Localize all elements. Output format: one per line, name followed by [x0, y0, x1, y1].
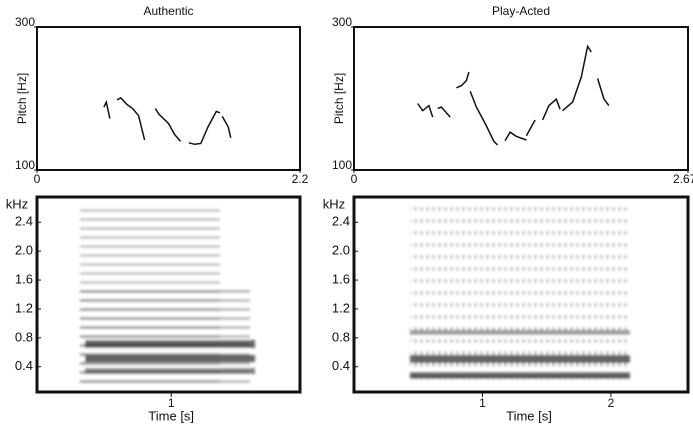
y-axis-label: kHz: [6, 196, 28, 211]
pitch-contour: [417, 44, 610, 146]
x-tick-label: 2.674: [673, 172, 693, 186]
y-tick-label: 2.4: [15, 214, 33, 229]
x-tick-label: 2.2: [292, 172, 309, 186]
plot-frame: [353, 26, 689, 171]
plot-frame: [352, 195, 690, 394]
y-tick-label: 1.2: [15, 300, 33, 315]
x-axis-label: Time [s]: [506, 408, 552, 423]
y-tick-label: 100: [332, 158, 352, 172]
y-tick-label: 1.6: [15, 271, 33, 286]
x-tick-label: 0: [34, 172, 41, 186]
x-axis-label: Time [s]: [148, 408, 194, 423]
y-tick-label: 0.4: [15, 358, 33, 373]
y-tick-label: 2.0: [332, 243, 350, 258]
y-tick-label: 2.4: [332, 214, 350, 229]
y-tick-label: 300: [15, 15, 35, 29]
y-tick-label: 0.8: [15, 329, 33, 344]
y-axis-label: kHz: [323, 196, 345, 211]
x-tick-label: 0: [351, 172, 358, 186]
spectrogram-texture: [80, 205, 630, 385]
y-axis-label: Pitch [Hz]: [15, 73, 29, 124]
y-tick-label: 0.4: [332, 358, 350, 373]
x-tick-label: 1: [168, 396, 175, 410]
pitch-contour: [103, 96, 232, 146]
y-tick-label: 1.2: [332, 300, 350, 315]
chart-title: Authentic: [143, 4, 193, 18]
y-tick-label: 0.8: [332, 329, 350, 344]
x-tick-label: 1: [479, 396, 486, 410]
y-tick-label: 2.0: [15, 243, 33, 258]
plot-frame: [35, 195, 302, 394]
y-tick-label: 300: [332, 15, 352, 29]
plot-frame: [36, 26, 301, 171]
x-tick-label: 2: [608, 396, 615, 410]
y-axis-label: Pitch [Hz]: [332, 73, 346, 124]
y-tick-label: 100: [15, 158, 35, 172]
y-tick-label: 1.6: [332, 271, 350, 286]
chart-title: Play-Acted: [492, 4, 550, 18]
